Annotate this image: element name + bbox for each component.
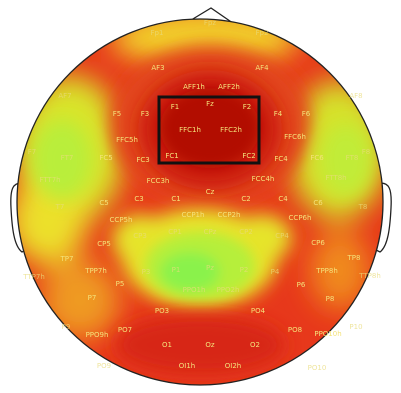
- electrode-label: FC6: [310, 154, 324, 162]
- electrode-label: O1: [162, 341, 172, 349]
- electrode-label: FTT8h: [325, 174, 346, 182]
- electrode-label: CCP5h: [110, 216, 133, 224]
- electrode-label: FFC5h: [116, 136, 138, 144]
- electrode-label: CCP6h: [289, 214, 312, 222]
- electrode-label: PO8: [288, 326, 302, 334]
- roi-highlight-box: [157, 95, 261, 165]
- electrode-label: C6: [313, 199, 323, 207]
- electrode-label: PPO10h: [314, 330, 341, 338]
- heat-zone-left-lateral-core: [32, 120, 92, 200]
- electrode-label: FCC3h: [147, 177, 170, 185]
- electrode-label: OI1h: [179, 362, 195, 370]
- electrode-label: Fpz: [204, 19, 216, 27]
- head-outline: [16, 18, 384, 386]
- electrode-label: FC1: [165, 152, 178, 160]
- electrode-label: P1: [172, 266, 181, 274]
- electrode-label: AF4: [255, 64, 269, 72]
- electrode-label: FC5: [99, 154, 112, 162]
- electrode-label: F3: [141, 110, 149, 118]
- electrode-label: P7: [88, 294, 97, 302]
- electrode-label: P2: [240, 266, 249, 274]
- electrode-label: P3: [142, 268, 151, 276]
- electrode-label: T8: [358, 203, 368, 211]
- electrode-label: P6: [297, 281, 306, 289]
- electrode-label: TP8: [347, 254, 361, 262]
- electrode-label: OI2h: [225, 362, 241, 370]
- electrode-label: TTP8h: [358, 272, 381, 280]
- electrode-label: F6: [302, 110, 311, 118]
- electrode-label: O2: [250, 341, 260, 349]
- electrode-label: Fp1: [151, 29, 164, 37]
- right-ear-outline: [367, 182, 392, 253]
- electrode-label: CP3: [133, 232, 147, 240]
- electrode-label: TPP8h: [315, 267, 338, 275]
- electrode-label: CPz: [204, 228, 217, 236]
- electrode-label: PO9: [97, 362, 111, 370]
- electrode-label: CP6: [311, 239, 325, 247]
- electrode-label: Pz: [206, 264, 214, 272]
- electrode-label: T7: [55, 203, 65, 211]
- electrode-label: FFC1h: [179, 126, 201, 134]
- electrode-label: CP2: [239, 228, 253, 236]
- electrode-label: FCC4h: [252, 175, 275, 183]
- electrode-label: C4: [278, 195, 288, 203]
- electrode-label: AF8: [349, 92, 362, 100]
- electrode-label: PPO1h: [183, 286, 206, 294]
- electrode-label: FT7: [61, 154, 74, 162]
- electrode-label: TTP7h: [22, 273, 45, 281]
- electrode-label: Oz: [205, 341, 215, 349]
- electrode-label: FC4: [274, 155, 288, 163]
- electrode-label: AFF2h: [218, 83, 240, 91]
- heat-zone-right-parietal: [310, 230, 370, 310]
- electrode-label: Cz: [206, 188, 215, 196]
- heat-zone-left-parietal: [40, 260, 120, 340]
- electrode-label: PPO2h: [217, 286, 240, 294]
- electrode-label: CCP2h: [218, 211, 241, 219]
- electrode-label: Fz: [206, 100, 214, 108]
- electrode-label: F4: [274, 110, 283, 118]
- electrode-label: AFF1h: [183, 83, 205, 91]
- heat-zone-occipital-red: [115, 315, 285, 375]
- electrode-label: PO4: [251, 307, 266, 315]
- electrode-label: C2: [241, 195, 250, 203]
- electrode-label: CCP1h: [182, 211, 205, 219]
- electrode-label: PO7: [118, 326, 132, 334]
- electrode-label: P5: [116, 280, 125, 288]
- electrode-label: P8: [326, 295, 335, 303]
- electrode-label: TPP7h: [84, 267, 107, 275]
- electrode-label: FFC6h: [284, 133, 306, 141]
- electrode-label: AF7: [58, 92, 71, 100]
- electrode-label: P4: [271, 268, 280, 276]
- heat-zone-right-lateral-core: [320, 124, 372, 196]
- electrode-label: C5: [99, 199, 108, 207]
- electrode-label: PO10: [308, 364, 327, 372]
- electrode-label: FFC2h: [220, 126, 242, 134]
- left-ear-outline: [10, 182, 35, 253]
- electrode-label: FC3: [136, 156, 149, 164]
- electrode-label: F2: [243, 103, 251, 111]
- heat-zone-parietal-green-core: [160, 252, 220, 292]
- electrode-label: CP4: [275, 232, 289, 240]
- electrode-label: P10: [349, 323, 362, 331]
- electrode-label: FC2: [242, 152, 255, 160]
- electrode-label: CP1: [168, 228, 182, 236]
- electrode-label: F1: [171, 103, 179, 111]
- electrode-label: F8: [362, 148, 370, 156]
- electrode-label: AF3: [151, 64, 164, 72]
- electrode-label: C3: [134, 195, 143, 203]
- electrode-label: TP7: [60, 255, 74, 263]
- electrode-label: F5: [113, 110, 121, 118]
- electrode-labels: Fpz Fp1 Fp2 AF3 AF4 AFF1h AFF2h AF7 AF8 …: [22, 19, 381, 372]
- heat-zone-frontal-hotspot: [160, 88, 260, 168]
- electrode-label: P9: [62, 323, 71, 331]
- electrode-label: Fp2: [256, 29, 269, 37]
- electrode-label: PPO9h: [86, 331, 109, 339]
- electrode-label: C1: [171, 195, 180, 203]
- electrode-label: FTT7h: [39, 176, 60, 184]
- electrode-label: PO3: [155, 307, 169, 315]
- electrode-label: FT8: [346, 154, 359, 162]
- electrode-label: CP5: [97, 240, 111, 248]
- electrode-label: F7: [28, 148, 36, 156]
